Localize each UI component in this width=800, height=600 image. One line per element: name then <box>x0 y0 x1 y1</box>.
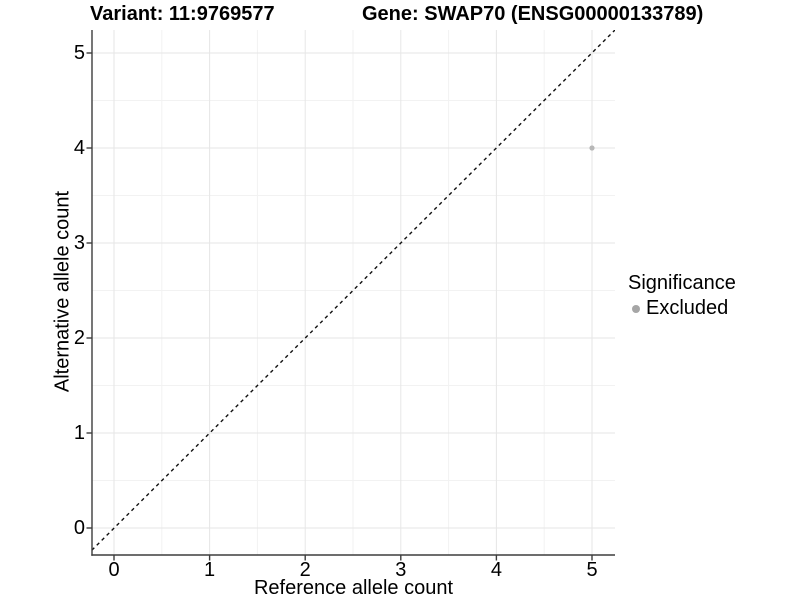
x-tick-label: 2 <box>299 559 311 581</box>
legend-entry: Excluded <box>628 296 800 321</box>
y-tick-label: 2 <box>73 327 85 349</box>
gene-title: Gene: SWAP70 (ENSG00000133789) <box>362 3 704 25</box>
gridlines-major <box>92 30 615 555</box>
y-tick-label: 1 <box>73 422 85 444</box>
gridlines-minor <box>92 30 615 555</box>
x-tick-label: 1 <box>204 559 216 581</box>
x-tick-label: 4 <box>490 559 502 581</box>
x-tick-label: 3 <box>395 559 407 581</box>
x-tick-label: 0 <box>108 559 120 581</box>
variant-title: Variant: 11:9769577 <box>90 3 275 25</box>
scatter-point-excluded <box>589 145 595 151</box>
legend: Significance Excluded <box>628 271 800 321</box>
legend-entries: Excluded <box>628 296 800 321</box>
legend-title: Significance <box>628 272 736 294</box>
axis-tick-marks <box>86 52 593 561</box>
axis-lines <box>91 30 615 556</box>
y-tick-label: 5 <box>73 42 85 64</box>
data-points <box>589 145 595 151</box>
y-tick-label: 3 <box>73 232 85 254</box>
legend-point-icon <box>632 304 640 313</box>
y-axis-title: Alternative allele count <box>51 190 74 393</box>
legend-entry-label: Excluded <box>646 297 729 319</box>
y-tick-label: 4 <box>73 137 85 159</box>
x-axis-title: Reference allele count <box>253 577 453 599</box>
x-tick-label: 5 <box>586 559 598 581</box>
y-tick-label: 0 <box>73 517 85 539</box>
